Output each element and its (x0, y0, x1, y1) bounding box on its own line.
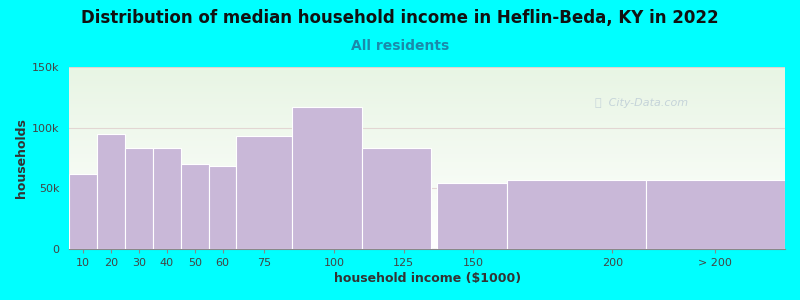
X-axis label: household income ($1000): household income ($1000) (334, 272, 521, 285)
Text: Distribution of median household income in Heflin-Beda, KY in 2022: Distribution of median household income … (81, 9, 719, 27)
Bar (237, 136, 292, 249)
Y-axis label: households: households (15, 118, 28, 198)
Bar (209, 167, 237, 249)
Text: All residents: All residents (351, 39, 449, 53)
Bar (292, 107, 362, 249)
Bar (362, 148, 431, 249)
Bar (506, 180, 646, 249)
Bar (646, 180, 785, 249)
Bar (70, 174, 98, 249)
Bar (98, 134, 125, 249)
Bar (125, 148, 153, 249)
Text: ⓘ  City-Data.com: ⓘ City-Data.com (595, 98, 689, 108)
Bar (181, 164, 209, 249)
Bar (153, 148, 181, 249)
Bar (437, 183, 506, 249)
